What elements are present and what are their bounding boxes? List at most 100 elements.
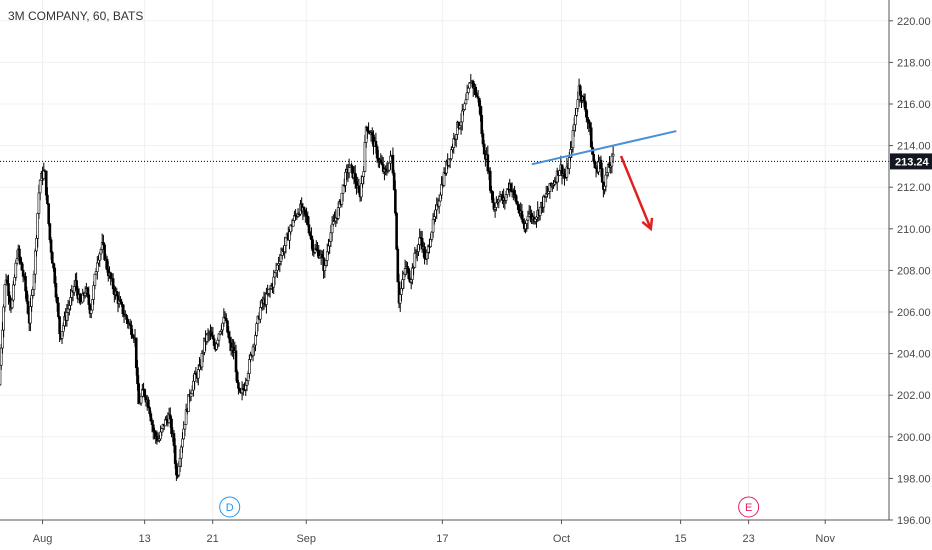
candle-body [582,96,586,102]
candle-body [374,140,378,147]
candle-body [284,237,288,246]
candle-body [291,220,295,227]
candle-body [524,223,527,230]
earnings-marker[interactable] [738,496,760,518]
candle-body [403,268,407,275]
candle-body [173,445,177,464]
candle-body [440,183,443,196]
candle-body [478,98,481,107]
candle-body [19,257,22,263]
x-tick-label: 23 [743,533,755,545]
candle-body [25,290,29,302]
overlays: 213.24 D E [0,130,932,518]
candle-body [14,262,18,278]
candle-body [92,285,95,300]
candle-body [235,371,239,383]
trendline[interactable] [531,130,677,166]
candle-body [310,235,313,241]
candle-body [58,316,61,335]
candle-body [217,333,221,341]
x-tick-label: Aug [33,533,53,545]
candle-body [525,219,529,224]
candle-body [87,294,91,305]
candle-body [597,161,600,173]
candle-body [535,216,538,220]
candle-body [603,185,606,190]
candle-body [513,189,516,196]
candle-body [33,250,37,275]
candle-body [366,126,369,132]
candle-body [340,192,344,205]
arrow-shaft[interactable] [619,155,652,230]
candle-body [181,438,184,448]
candle-body [93,273,97,286]
candle-body [450,149,453,159]
candle-body [375,146,379,159]
candle-body [5,279,9,284]
candle-body [175,463,178,476]
x-tick-label: 15 [674,533,686,545]
candle-body [430,231,434,240]
candle-body [218,331,222,335]
candle-body [20,262,24,271]
candle-body [89,309,93,314]
candle-body [139,395,143,404]
candle-body [75,280,78,290]
candle-body [238,388,241,391]
candle-body [136,367,139,384]
candle-body [482,143,486,155]
candle-body [431,218,435,233]
candle-body [245,380,249,386]
candle-body [283,245,286,253]
candle-body [251,346,255,356]
candle-body [452,138,456,148]
candle-body [481,133,485,145]
y-tick-label: 196.00 [897,515,931,527]
candle-body [8,295,12,302]
candle-body [389,155,392,164]
candle-body [515,200,519,205]
candle-body [442,172,446,186]
candle-body [44,170,48,196]
candle-body [576,99,580,109]
y-tick-label: 216.00 [897,99,931,111]
candle-body [255,323,258,336]
candle-body [357,185,361,193]
candle-body [353,172,357,183]
candle-body [2,306,5,331]
candle-body [498,196,502,201]
candle-body [387,162,391,171]
candle-body [66,308,70,313]
candle-body [149,413,153,422]
candle-body [588,123,592,129]
candle-body [429,239,432,247]
candle-body [99,249,103,255]
candle-body [49,239,53,253]
candle-body [479,105,482,116]
candle-body [211,336,215,340]
candle-body [272,276,276,288]
candle-body [533,218,537,222]
x-tick-label: Sep [296,533,316,545]
earnings-marker-label: E [745,502,752,514]
candle-body [467,87,470,93]
candle-body [425,252,429,260]
candle-body [323,265,327,271]
dividend-marker[interactable] [219,496,241,518]
candle-body [329,232,333,242]
candle-body [94,271,98,275]
candle-body [7,283,10,296]
current-price-label: 213.24 [895,156,930,168]
candle-body [182,428,185,440]
candle-body [361,176,364,185]
y-tick-label: 218.00 [897,57,931,69]
candle-body [18,248,21,258]
candle-body [402,273,406,280]
candle-body [558,170,561,176]
candle-body [574,115,577,125]
candle-body [394,189,397,214]
candle-body [423,246,426,259]
grid [0,0,889,521]
candle-body [121,304,125,315]
